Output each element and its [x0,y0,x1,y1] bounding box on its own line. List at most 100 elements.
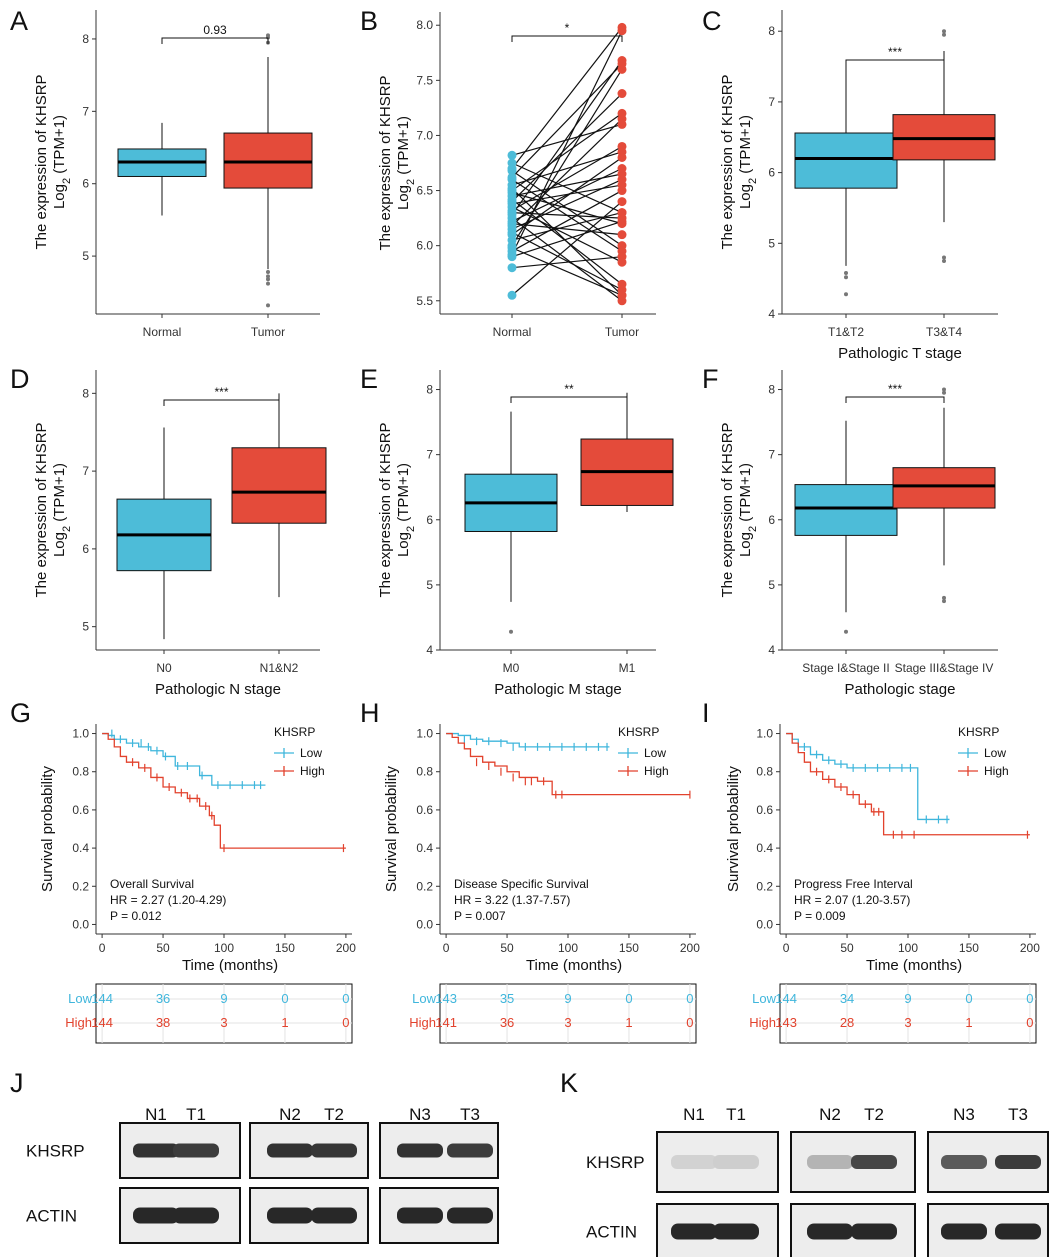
legend-label-high: High [300,764,325,778]
x-tick-label: 50 [840,941,854,955]
y-axis-unit-subscript: 2 [747,526,759,532]
tumor-point [617,290,627,300]
risk-count: 0 [625,991,632,1006]
khsrp-band [995,1155,1041,1169]
outlier-point [266,277,270,282]
y-tick-label: 0.6 [416,803,433,817]
actin-band [851,1223,897,1240]
risk-count: 38 [156,1015,170,1030]
y-tick-label: 8.0 [416,18,433,32]
risk-count: 3 [904,1015,911,1030]
tumor-point [617,230,627,240]
risk-row-label-high: High [65,1015,92,1030]
x-tick-label: 100 [214,941,234,955]
outlier-point [942,258,946,263]
pair-line [511,223,623,236]
y-axis-unit-tpm: (TPM+1) [395,116,412,179]
significance-label: * [565,21,570,35]
y-tick-label: 0.6 [72,803,89,817]
significance-bracket [161,37,269,44]
y-axis-unit-log: Log [737,184,754,209]
tumor-point [617,208,627,218]
x-tick-label: Stage I&Stage II [802,661,889,675]
km-annotation: HR = 2.07 (1.20-3.57) [794,893,910,907]
x-axis-title: Pathologic T stage [838,345,962,362]
y-axis-label: The expression of KHSRP [719,422,736,597]
y-tick-label: 0.4 [416,841,433,855]
risk-count: 9 [220,991,227,1006]
y-axis-unit-tpm: (TPM+1) [51,463,68,526]
x-tick-label: 150 [619,941,639,955]
y-tick-label: 0.8 [72,765,89,779]
panel-label-c: C [702,6,722,36]
y-axis-unit-log: Log [395,185,412,210]
actin-band [807,1223,853,1240]
actin-band [995,1223,1041,1240]
risk-count: 34 [840,991,854,1006]
risk-count: 9 [904,991,911,1006]
khsrp-band [311,1143,357,1158]
x-tick-label: M0 [503,661,520,675]
panel-label-f: F [702,364,719,394]
y-tick-label: 5 [82,620,89,634]
x-tick-label: 0 [783,941,790,955]
y-tick-label: 7 [768,95,775,109]
panel-label-i: I [702,698,710,728]
km-annotation: Disease Specific Survival [454,877,589,891]
tumor-point [617,197,627,207]
outlier-point [844,629,848,634]
outlier-point [844,275,848,280]
box-stage-iii-stage-iv [892,467,996,509]
km-curve-low [786,732,950,821]
significance-bracket [845,396,945,403]
risk-count: 1 [281,1015,288,1030]
km-curve-low [446,732,610,748]
risk-row-label-high: High [409,1015,436,1030]
box-n1-n2 [231,447,327,524]
lane-label-n3: N3 [953,1105,975,1124]
x-axis-title: Time (months) [866,957,962,974]
y-axis-unit-log: Log [51,184,68,209]
y-tick-label: 0.0 [416,917,433,931]
khsrp-band [851,1155,897,1169]
x-tick-label: Normal [143,325,182,339]
x-tick-label: Normal [493,325,532,339]
x-tick-label: 150 [275,941,295,955]
y-tick-label: 0.8 [416,765,433,779]
y-axis-unit-tpm: (TPM+1) [51,115,68,178]
risk-count: 36 [156,991,170,1006]
y-axis-unit-log: Log [737,532,754,557]
pair-line [511,167,623,222]
pair-line [511,63,623,178]
significance-label: *** [888,382,902,396]
y-tick-label: 7.0 [416,128,433,142]
x-tick-label: N0 [156,661,172,675]
risk-count: 144 [91,991,113,1006]
km-annotation: Overall Survival [110,877,194,891]
actin-band [311,1207,357,1224]
khsrp-band [941,1155,987,1169]
x-axis-title: Time (months) [526,957,622,974]
y-tick-label: 0.4 [756,841,773,855]
risk-row-label-high: High [749,1015,776,1030]
risk-count: 36 [500,1015,514,1030]
pair-line [511,145,623,211]
y-axis-label: The expression of KHSRP [33,74,50,249]
y-tick-label: 1.0 [756,727,773,741]
risk-count: 3 [220,1015,227,1030]
tumor-point [617,114,627,124]
outlier-point [266,281,270,286]
khsrp-band [807,1155,853,1169]
y-tick-label: 4 [426,643,433,657]
tumor-point [617,186,627,196]
y-tick-label: 8 [768,383,775,397]
actin-band [397,1207,443,1224]
khsrp-band [447,1143,493,1158]
x-tick-label: 0 [99,941,106,955]
outlier-point [942,595,946,600]
y-tick-label: 4 [768,643,775,657]
pair-line [511,156,623,236]
normal-point [507,263,517,273]
km-annotation: P = 0.007 [454,909,506,923]
